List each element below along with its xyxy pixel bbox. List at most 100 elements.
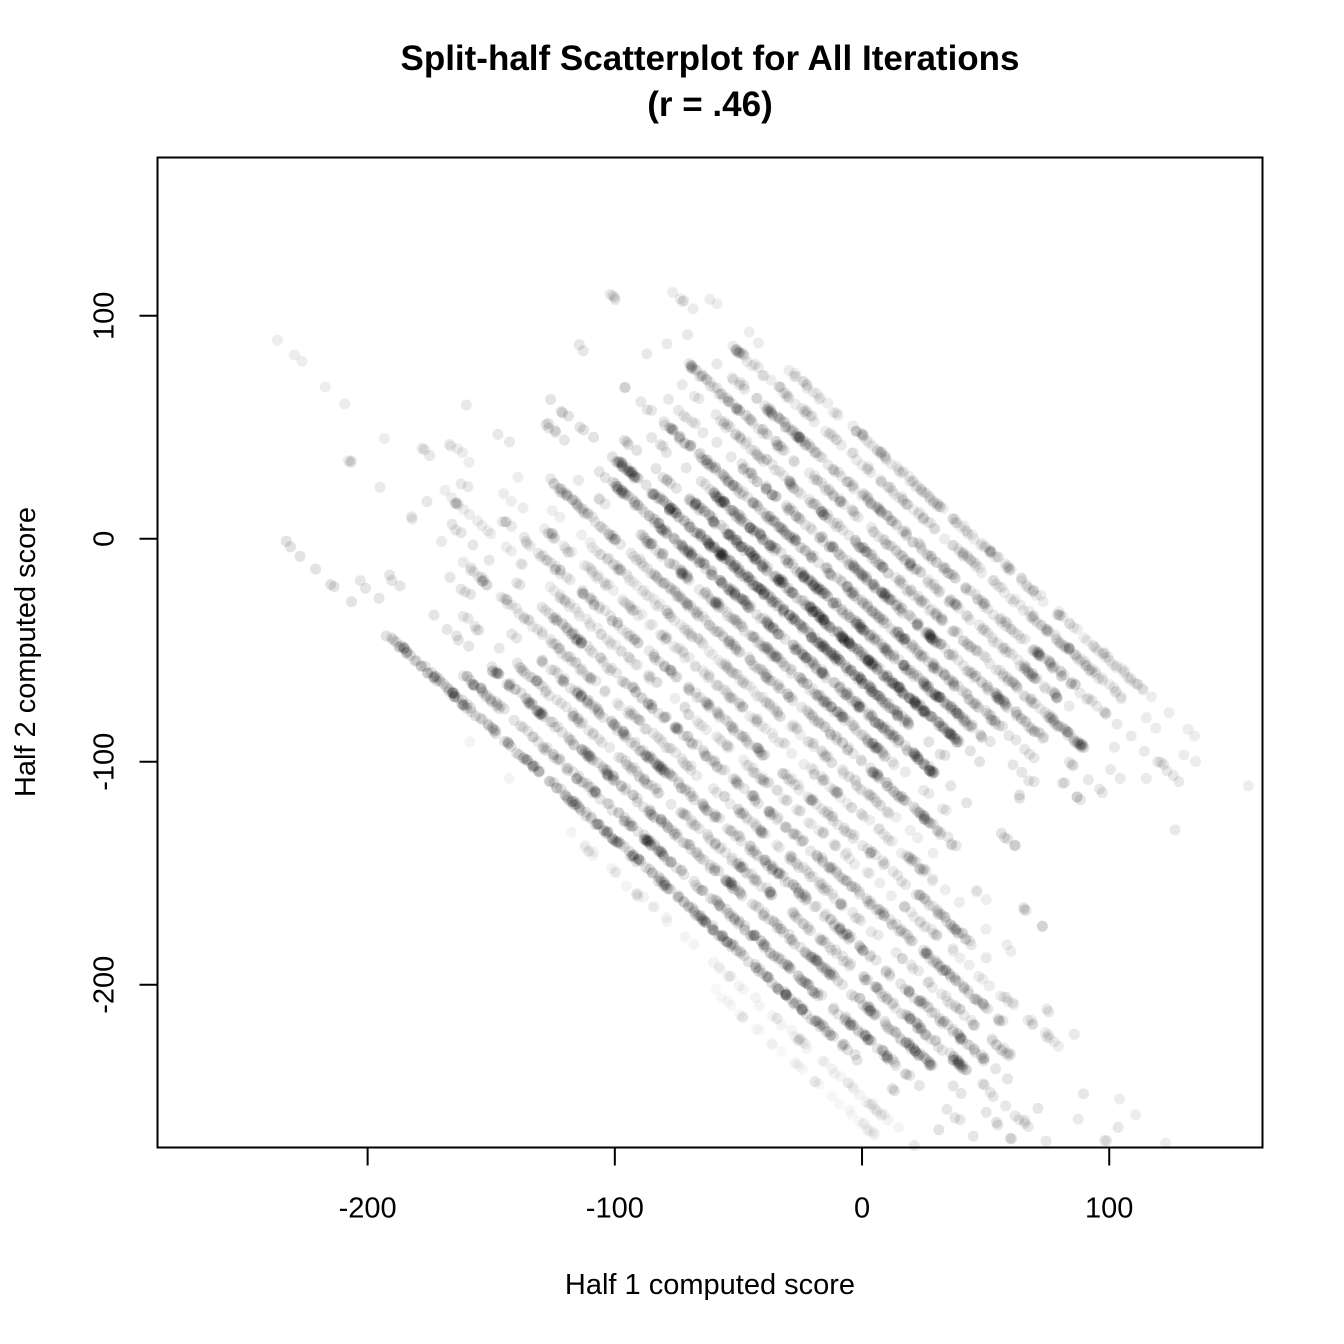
- scatter-point: [864, 1034, 876, 1046]
- scatter-point: [988, 574, 1000, 586]
- scatter-point: [730, 534, 742, 546]
- scatter-point: [775, 547, 787, 559]
- scatter-point: [1146, 691, 1157, 703]
- scatter-point: [688, 906, 700, 918]
- scatter-point: [610, 835, 622, 847]
- scatter-point: [572, 474, 584, 486]
- scatter-point: [745, 929, 756, 941]
- scatter-point: [495, 700, 507, 712]
- scatter-point: [468, 680, 480, 692]
- scatter-point: [511, 657, 523, 669]
- scatter-point: [571, 773, 583, 785]
- scatter-point: [1006, 1133, 1018, 1145]
- scatter-point: [878, 1046, 890, 1057]
- scatter-point: [786, 747, 798, 759]
- scatter-point: [776, 524, 788, 535]
- scatter-point: [693, 611, 705, 622]
- scatter-point: [577, 345, 589, 357]
- scatter-point: [661, 819, 673, 831]
- scatter-point: [603, 770, 614, 782]
- scatter-point: [622, 760, 634, 772]
- scatter-point: [563, 734, 575, 746]
- scatter-point: [455, 527, 467, 539]
- scatter-point: [956, 1061, 968, 1073]
- scatter-point: [566, 796, 578, 808]
- scatter-point: [809, 470, 820, 482]
- scatter-point: [859, 1029, 871, 1041]
- scatter-point: [561, 791, 573, 803]
- scatter-point: [1009, 1110, 1021, 1122]
- scatter-point: [859, 1030, 871, 1042]
- scatter-point: [524, 540, 536, 552]
- scatter-point: [900, 1036, 912, 1048]
- scatter-point: [1068, 621, 1080, 633]
- scatter-point: [616, 594, 628, 606]
- scatter-point: [1067, 760, 1079, 772]
- scatter-point: [560, 762, 572, 774]
- scatter-point: [793, 970, 804, 982]
- scatter-point: [457, 694, 468, 706]
- scatter-point: [676, 379, 688, 391]
- scatter-point: [697, 427, 709, 439]
- scatter-point: [923, 1056, 935, 1068]
- scatter-point: [516, 665, 528, 677]
- scatter-point: [947, 1023, 959, 1035]
- scatter-point: [941, 1103, 953, 1115]
- scatter-point: [607, 833, 619, 845]
- scatter-point: [1032, 1102, 1044, 1114]
- scatter-point: [589, 785, 601, 797]
- scatter-point: [806, 985, 818, 997]
- scatter-point: [651, 759, 663, 771]
- scatter-point: [909, 1045, 921, 1057]
- scatter-point: [645, 839, 657, 851]
- scatter-point: [518, 752, 530, 764]
- scatter-point: [409, 655, 421, 667]
- scatter-point: [618, 488, 630, 500]
- scatter-point: [807, 711, 818, 723]
- scatter-point: [1059, 777, 1071, 789]
- scatter-point: [506, 628, 518, 640]
- scatter-point: [755, 935, 767, 946]
- scatter-point: [883, 1023, 895, 1035]
- scatter-point: [991, 1116, 1002, 1128]
- scatter-point: [524, 671, 536, 683]
- scatter-point: [851, 780, 863, 792]
- scatter-point: [451, 630, 462, 642]
- scatter-point: [1019, 1117, 1031, 1129]
- scatter-point: [901, 929, 913, 941]
- scatter-point: [734, 861, 746, 873]
- scatter-point: [611, 724, 623, 736]
- scatter-point: [871, 981, 883, 993]
- scatter-point: [903, 1012, 915, 1024]
- scatter-point: [859, 971, 870, 983]
- scatter-point: [624, 817, 636, 829]
- scatter-point: [669, 722, 681, 734]
- scatter-point: [847, 1019, 859, 1031]
- scatter-point: [775, 1019, 787, 1031]
- scatter-point: [772, 812, 784, 823]
- scatter-point: [671, 862, 682, 874]
- scatter-point: [903, 1039, 915, 1051]
- scatter-point: [955, 1088, 967, 1099]
- scatter-point: [790, 535, 802, 546]
- scatter-point: [674, 293, 686, 305]
- scatter-point: [696, 720, 708, 732]
- scatter-point: [428, 609, 440, 621]
- scatter-point: [923, 491, 935, 503]
- scatter-point: [535, 708, 547, 720]
- scatter-point: [612, 807, 624, 819]
- scatter-point: [921, 548, 933, 560]
- scatter-point: [838, 822, 850, 834]
- scatter-point: [540, 744, 552, 756]
- scatter-point: [664, 856, 676, 868]
- scatter-point: [458, 700, 470, 712]
- scatter-point: [590, 571, 602, 583]
- scatter-point: [933, 961, 945, 973]
- scatter-point: [533, 708, 545, 720]
- scatter-point: [954, 1003, 966, 1015]
- scatter-point: [504, 677, 516, 689]
- scatter-point: [428, 672, 440, 684]
- scatter-point: [734, 861, 746, 873]
- scatter-point: [955, 1061, 967, 1073]
- scatter-point: [573, 801, 585, 813]
